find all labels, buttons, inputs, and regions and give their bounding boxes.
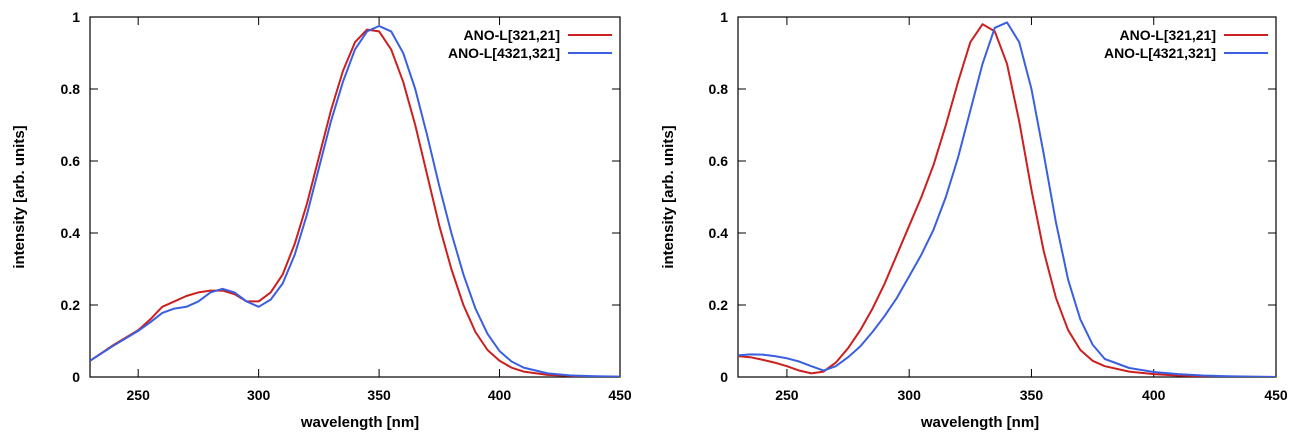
right-y-tick-label: 0 xyxy=(720,369,728,385)
left-y-tick-label: 0.8 xyxy=(61,81,81,97)
left-x-axis-label: wavelength [nm] xyxy=(300,414,419,431)
right-y-axis-label: intensity [arb. units] xyxy=(660,125,677,268)
left-legend-label-2: ANO-L[4321,321] xyxy=(448,45,560,61)
left-chart-panel: 0 0.2 0.4 0.6 0.8 1 250 300 350 400 450 ANO-L[321,2… xyxy=(11,9,632,431)
left-y-tick-label: 0.4 xyxy=(61,225,81,241)
right-chart-panel: 0 0.2 0.4 0.6 0.8 1 250 300 350 400 450 ANO-L[321,2… xyxy=(649,0,1298,433)
left-y-tick-label: 0 xyxy=(72,369,80,385)
left-plot-frame xyxy=(89,16,621,378)
right-x-tick-label: 350 xyxy=(1020,387,1044,403)
right-legend-label-2: ANO-L[4321,321] xyxy=(1104,45,1216,61)
left-y-tick-label: 0.2 xyxy=(61,297,81,313)
right-plot-frame xyxy=(737,16,1277,378)
left-x-tick-label: 450 xyxy=(608,387,632,403)
left-series-line-2 xyxy=(90,25,620,377)
right-x-tick-label: 400 xyxy=(1142,387,1166,403)
right-y-tick-label: 1 xyxy=(720,9,728,25)
left-x-tick-label: 250 xyxy=(127,387,151,403)
right-x-axis-label: wavelength [nm] xyxy=(920,414,1039,431)
left-x-tick-label: 400 xyxy=(488,387,512,403)
right-y-tick-label: 0.4 xyxy=(709,225,729,241)
right-series-line-1 xyxy=(738,23,1276,377)
left-chart: 0 0.2 0.4 0.6 0.8 1 250 300 350 400 450 ANO-L[321,2… xyxy=(11,9,632,431)
right-x-tick-label: 300 xyxy=(898,387,922,403)
left-y-tick-label: 0.6 xyxy=(61,153,81,169)
left-x-tick-label: 350 xyxy=(367,387,391,403)
left-y-axis-label: intensity [arb. units] xyxy=(11,125,28,268)
right-x-tick-label: 450 xyxy=(1264,387,1288,403)
right-y-tick-label: 0.6 xyxy=(709,153,729,169)
right-series-line-2 xyxy=(738,21,1276,377)
right-legend-label-1: ANO-L[321,21] xyxy=(1120,27,1216,43)
left-x-tick-label: 300 xyxy=(247,387,271,403)
right-x-tick-label: 250 xyxy=(775,387,799,403)
right-chart: 0 0.2 0.4 0.6 0.8 1 250 300 350 400 450 ANO-L[321,2… xyxy=(660,9,1288,431)
left-plot-area: 0 0.2 0.4 0.6 0.8 1 250 300 350 400 450 ANO-L[321,2… xyxy=(61,9,632,403)
right-y-tick-label: 0.2 xyxy=(709,297,729,313)
left-series-line-1 xyxy=(90,28,620,377)
left-y-tick-label: 1 xyxy=(72,9,80,25)
right-y-tick-label: 0.8 xyxy=(709,81,729,97)
right-plot-area: 0 0.2 0.4 0.6 0.8 1 250 300 350 400 450 ANO-L[321,2… xyxy=(709,9,1288,403)
left-legend-label-1: ANO-L[321,21] xyxy=(464,27,560,43)
